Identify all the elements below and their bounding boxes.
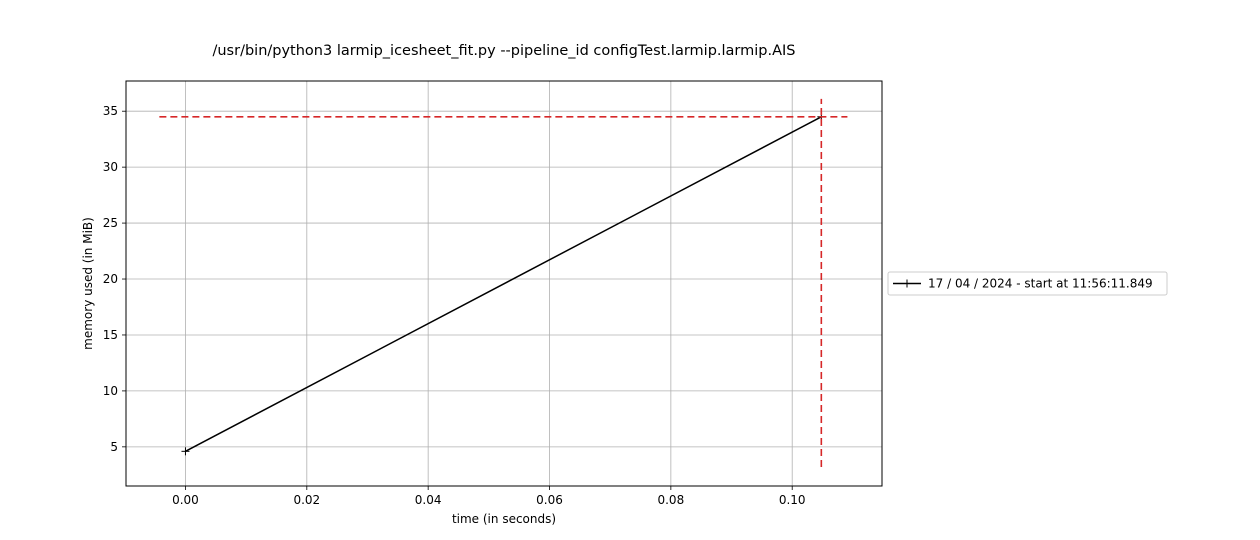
legend-series-label: 17 / 04 / 2024 - start at 11:56:11.849 <box>928 277 1153 291</box>
y-axis-ticks: 5 10 15 20 25 30 35 <box>103 104 126 454</box>
x-tick-label: 0.08 <box>657 493 684 507</box>
legend: 17 / 04 / 2024 - start at 11:56:11.849 <box>887 271 1168 296</box>
y-tick-label: 5 <box>110 440 118 454</box>
x-tick-label: 0.02 <box>293 493 320 507</box>
x-tick-label: 0.00 <box>172 493 199 507</box>
x-tick-label: 0.06 <box>536 493 563 507</box>
x-tick-label: 0.10 <box>779 493 806 507</box>
y-tick-label: 10 <box>103 384 118 398</box>
y-tick-label: 15 <box>103 328 118 342</box>
plot-frame <box>125 80 883 487</box>
x-tick-label: 0.04 <box>415 493 442 507</box>
reference-lines <box>159 98 848 467</box>
y-axis-title: memory used (in MiB) <box>81 217 95 350</box>
y-tick-label: 25 <box>103 216 118 230</box>
y-tick-label: 35 <box>103 104 118 118</box>
y-tick-label: 20 <box>103 272 118 286</box>
legend-box <box>887 271 1168 296</box>
chart-title: /usr/bin/python3 larmip_icesheet_fit.py … <box>212 43 795 59</box>
grid-lines <box>126 81 882 486</box>
x-axis-title: time (in seconds) <box>452 512 556 526</box>
y-tick-label: 30 <box>103 160 118 174</box>
series-line <box>185 116 822 452</box>
data-point-marker <box>181 447 190 456</box>
x-axis-ticks: 0.00 0.02 0.04 0.06 0.08 0.10 <box>172 486 806 507</box>
